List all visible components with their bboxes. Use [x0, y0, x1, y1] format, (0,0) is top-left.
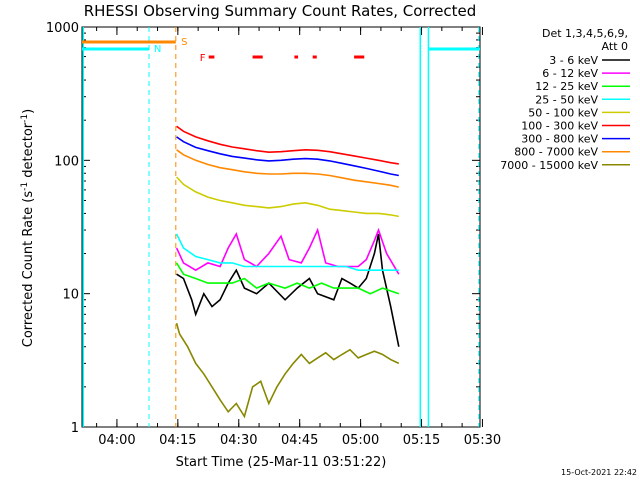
legend-entry-label: 800 - 7000 keV: [514, 146, 598, 159]
y-tick-label: 1000: [46, 21, 79, 36]
series-line: [176, 149, 399, 188]
flare-annotation: F: [200, 53, 206, 64]
x-axis-label: Start Time (25-Mar-11 03:51:22): [176, 455, 387, 470]
x-tick-label: 05:00: [342, 433, 379, 448]
series-line: [176, 125, 399, 165]
night-annotation: N: [154, 44, 161, 55]
y-tick-label: 100: [54, 154, 79, 169]
series-line: [176, 233, 400, 347]
x-tick-label: 05:30: [464, 433, 501, 448]
series-line: [176, 136, 399, 177]
legend-entry-label: 7000 - 15000 keV: [500, 159, 598, 172]
x-tick-label: 05:15: [403, 433, 440, 448]
plot-frame: [81, 26, 481, 428]
legend-entry-label: 12 - 25 keV: [535, 80, 598, 93]
y-axis-label: Corrected Count Rate (s-1 detector-1): [20, 109, 36, 347]
legend-entry-label: 25 - 50 keV: [535, 93, 598, 106]
x-tick-label: 04:30: [220, 433, 257, 448]
legend-entry-label: 6 - 12 keV: [542, 67, 598, 80]
series-line: [175, 227, 400, 275]
chart-title: RHESSI Observing Summary Count Rates, Co…: [84, 2, 477, 20]
legend-header: Att 0: [602, 40, 628, 53]
footer-timestamp: 15-Oct-2021 22:42: [561, 468, 637, 477]
legend-header: Det 1,3,4,5,6,9,: [542, 27, 628, 40]
x-tick-label: 04:00: [98, 433, 135, 448]
legend-entry-label: 100 - 300 keV: [521, 120, 598, 133]
data-series: [175, 125, 400, 419]
x-tick-label: 04:15: [159, 433, 196, 448]
legend-entry-label: 3 - 6 keV: [549, 54, 598, 67]
x-tick-label: 04:45: [281, 433, 318, 448]
saa-annotation: S: [181, 37, 187, 48]
y-tick-label: 10: [62, 288, 79, 303]
y-tick-label: 1: [71, 421, 79, 436]
orbit-markers: N S F: [82, 27, 480, 427]
legend-entry-label: 300 - 800 keV: [521, 133, 598, 146]
axis-ticks: 04:00 04:15 04:30 04:45 05:00 05:15 05:30 1 10 10…: [46, 21, 501, 448]
series-line: [175, 322, 400, 419]
series-line: [175, 262, 400, 295]
series-line: [176, 176, 399, 218]
legend-entry-label: 50 - 100 keV: [528, 106, 598, 119]
series-line: [175, 233, 399, 272]
